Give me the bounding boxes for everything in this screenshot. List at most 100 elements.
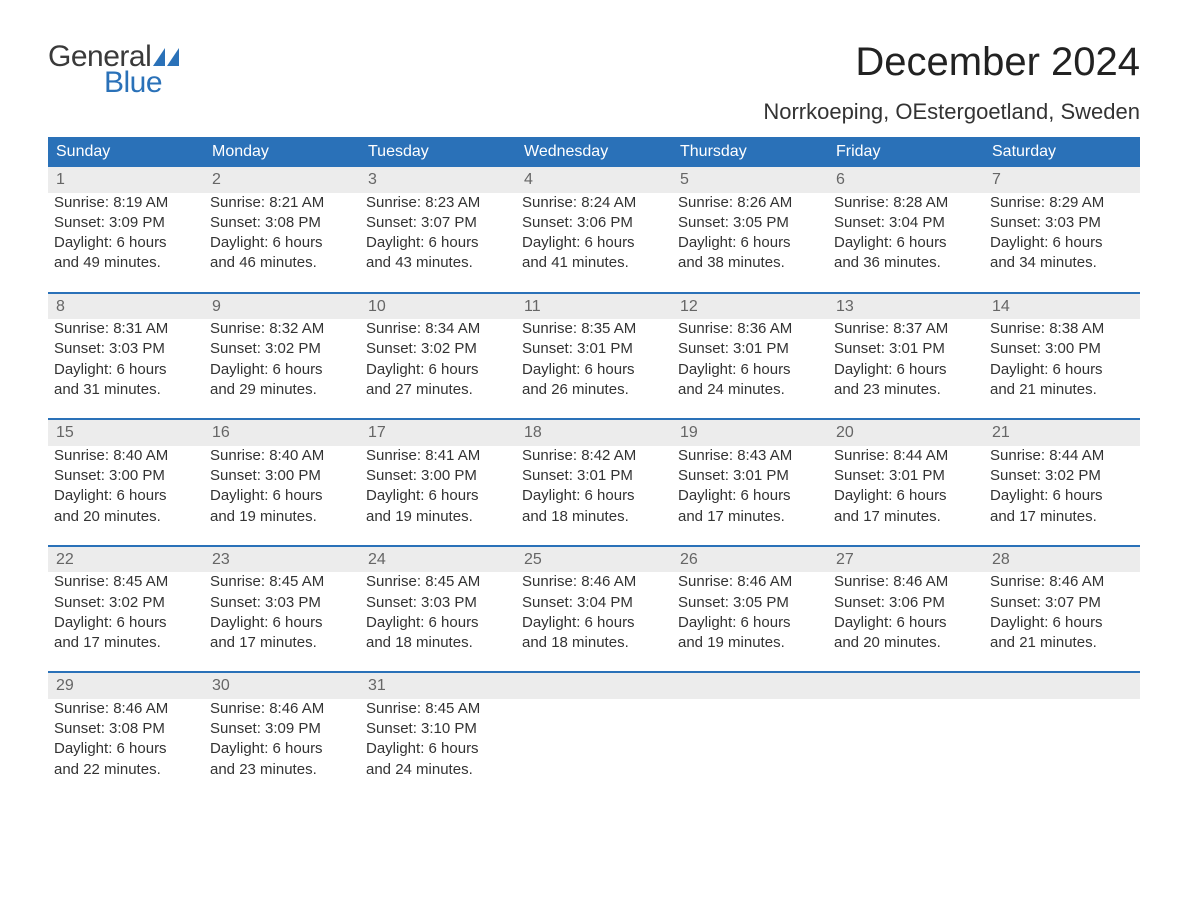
logo-text-blue: Blue — [104, 66, 162, 100]
dl2-text: and 49 minutes. — [54, 253, 198, 273]
sunrise-text: Sunrise: 8:24 AM — [522, 193, 666, 213]
sunset-text: Sunset: 3:03 PM — [366, 593, 510, 613]
day-number: 20 — [828, 420, 984, 446]
day-cell: Sunrise: 8:23 AMSunset: 3:07 PMDaylight:… — [360, 193, 516, 293]
dl2-text: and 17 minutes. — [678, 507, 822, 527]
sunset-text: Sunset: 3:07 PM — [366, 213, 510, 233]
sunset-text: Sunset: 3:10 PM — [366, 719, 510, 739]
day-cell: Sunrise: 8:46 AMSunset: 3:07 PMDaylight:… — [984, 572, 1140, 672]
day-cell: Sunrise: 8:32 AMSunset: 3:02 PMDaylight:… — [204, 319, 360, 419]
dl2-text: and 29 minutes. — [210, 380, 354, 400]
day-number-empty — [516, 673, 672, 699]
day-number: 7 — [984, 167, 1140, 193]
day-number: 17 — [360, 420, 516, 446]
sunrise-text: Sunrise: 8:42 AM — [522, 446, 666, 466]
dl2-text: and 17 minutes. — [990, 507, 1134, 527]
day-cell: Sunrise: 8:24 AMSunset: 3:06 PMDaylight:… — [516, 193, 672, 293]
col-saturday: Saturday — [984, 137, 1140, 167]
day-cell: Sunrise: 8:43 AMSunset: 3:01 PMDaylight:… — [672, 446, 828, 546]
sunset-text: Sunset: 3:05 PM — [678, 593, 822, 613]
day-cell — [984, 699, 1140, 798]
dl2-text: and 46 minutes. — [210, 253, 354, 273]
sunrise-text: Sunrise: 8:46 AM — [522, 572, 666, 592]
sunset-text: Sunset: 3:04 PM — [522, 593, 666, 613]
col-tuesday: Tuesday — [360, 137, 516, 167]
day-number: 21 — [984, 420, 1140, 446]
sunrise-text: Sunrise: 8:46 AM — [54, 699, 198, 719]
dl1-text: Daylight: 6 hours — [366, 613, 510, 633]
day-number: 18 — [516, 420, 672, 446]
day-number-row: 15161718192021 — [48, 420, 1140, 446]
sunrise-text: Sunrise: 8:26 AM — [678, 193, 822, 213]
dl2-text: and 23 minutes. — [210, 760, 354, 780]
day-number: 2 — [204, 167, 360, 193]
day-cell: Sunrise: 8:45 AMSunset: 3:03 PMDaylight:… — [204, 572, 360, 672]
day-number: 11 — [516, 294, 672, 320]
sunrise-text: Sunrise: 8:43 AM — [678, 446, 822, 466]
col-thursday: Thursday — [672, 137, 828, 167]
dl1-text: Daylight: 6 hours — [678, 360, 822, 380]
dl2-text: and 17 minutes. — [834, 507, 978, 527]
dl1-text: Daylight: 6 hours — [210, 739, 354, 759]
calendar-table: Sunday Monday Tuesday Wednesday Thursday… — [48, 137, 1140, 798]
day-content-row: Sunrise: 8:31 AMSunset: 3:03 PMDaylight:… — [48, 319, 1140, 419]
dl1-text: Daylight: 6 hours — [834, 233, 978, 253]
dl2-text: and 17 minutes. — [210, 633, 354, 653]
dl2-text: and 19 minutes. — [210, 507, 354, 527]
dl1-text: Daylight: 6 hours — [678, 613, 822, 633]
day-number: 29 — [48, 673, 204, 699]
sunrise-text: Sunrise: 8:34 AM — [366, 319, 510, 339]
day-cell: Sunrise: 8:41 AMSunset: 3:00 PMDaylight:… — [360, 446, 516, 546]
sunset-text: Sunset: 3:01 PM — [678, 339, 822, 359]
day-cell: Sunrise: 8:45 AMSunset: 3:03 PMDaylight:… — [360, 572, 516, 672]
day-number: 1 — [48, 167, 204, 193]
dl2-text: and 19 minutes. — [678, 633, 822, 653]
title-block: December 2024 Norrkoeping, OEstergoetlan… — [763, 40, 1140, 125]
sunrise-text: Sunrise: 8:41 AM — [366, 446, 510, 466]
day-number: 24 — [360, 547, 516, 573]
sunrise-text: Sunrise: 8:35 AM — [522, 319, 666, 339]
day-number: 10 — [360, 294, 516, 320]
day-cell: Sunrise: 8:46 AMSunset: 3:09 PMDaylight:… — [204, 699, 360, 798]
dl2-text: and 21 minutes. — [990, 380, 1134, 400]
day-number: 6 — [828, 167, 984, 193]
sunrise-text: Sunrise: 8:32 AM — [210, 319, 354, 339]
day-cell: Sunrise: 8:45 AMSunset: 3:02 PMDaylight:… — [48, 572, 204, 672]
day-content-row: Sunrise: 8:46 AMSunset: 3:08 PMDaylight:… — [48, 699, 1140, 798]
day-cell: Sunrise: 8:38 AMSunset: 3:00 PMDaylight:… — [984, 319, 1140, 419]
day-cell: Sunrise: 8:44 AMSunset: 3:01 PMDaylight:… — [828, 446, 984, 546]
sunrise-text: Sunrise: 8:21 AM — [210, 193, 354, 213]
day-number: 19 — [672, 420, 828, 446]
dl1-text: Daylight: 6 hours — [210, 486, 354, 506]
sunrise-text: Sunrise: 8:45 AM — [210, 572, 354, 592]
dl2-text: and 38 minutes. — [678, 253, 822, 273]
dl1-text: Daylight: 6 hours — [366, 739, 510, 759]
day-content-row: Sunrise: 8:19 AMSunset: 3:09 PMDaylight:… — [48, 193, 1140, 293]
day-cell: Sunrise: 8:44 AMSunset: 3:02 PMDaylight:… — [984, 446, 1140, 546]
day-number: 23 — [204, 547, 360, 573]
day-number: 13 — [828, 294, 984, 320]
sunrise-text: Sunrise: 8:29 AM — [990, 193, 1134, 213]
day-number: 30 — [204, 673, 360, 699]
dl1-text: Daylight: 6 hours — [54, 233, 198, 253]
sunset-text: Sunset: 3:02 PM — [990, 466, 1134, 486]
sunset-text: Sunset: 3:01 PM — [678, 466, 822, 486]
dl1-text: Daylight: 6 hours — [366, 360, 510, 380]
day-number: 31 — [360, 673, 516, 699]
sunrise-text: Sunrise: 8:44 AM — [834, 446, 978, 466]
dl2-text: and 20 minutes. — [834, 633, 978, 653]
col-monday: Monday — [204, 137, 360, 167]
day-number: 12 — [672, 294, 828, 320]
day-cell: Sunrise: 8:40 AMSunset: 3:00 PMDaylight:… — [48, 446, 204, 546]
dl2-text: and 18 minutes. — [366, 633, 510, 653]
dl1-text: Daylight: 6 hours — [522, 233, 666, 253]
sunset-text: Sunset: 3:00 PM — [54, 466, 198, 486]
day-number: 9 — [204, 294, 360, 320]
day-cell: Sunrise: 8:40 AMSunset: 3:00 PMDaylight:… — [204, 446, 360, 546]
sunrise-text: Sunrise: 8:31 AM — [54, 319, 198, 339]
dl1-text: Daylight: 6 hours — [366, 233, 510, 253]
dl2-text: and 18 minutes. — [522, 633, 666, 653]
dl1-text: Daylight: 6 hours — [54, 613, 198, 633]
dl2-text: and 41 minutes. — [522, 253, 666, 273]
day-number: 25 — [516, 547, 672, 573]
